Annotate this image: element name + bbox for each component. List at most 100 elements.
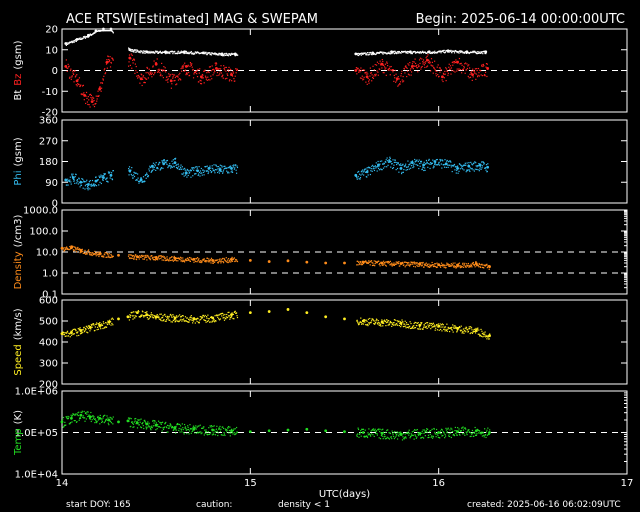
scatter-dot-bt bbox=[209, 52, 211, 54]
scatter-dot-speed bbox=[423, 324, 426, 326]
scatter-dot-phi bbox=[364, 171, 367, 173]
scatter-dot-density bbox=[63, 249, 65, 251]
scatter-dot-temp bbox=[419, 434, 422, 436]
scatter-dot-density bbox=[213, 260, 215, 262]
scatter-dot-phi bbox=[475, 162, 477, 164]
scatter-dot-speed bbox=[96, 329, 98, 331]
scatter-dot-bt bbox=[485, 52, 487, 55]
scatter-dot-speed bbox=[94, 326, 96, 328]
scatter-dot-bz bbox=[69, 69, 72, 72]
scatter-dot-speed bbox=[154, 317, 157, 319]
scatter-dot-speed bbox=[197, 318, 199, 320]
scatter-dot-phi bbox=[456, 166, 458, 168]
scatter-dot-phi bbox=[179, 168, 181, 170]
scatter-dot-phi bbox=[378, 165, 380, 167]
scatter-dot-phi bbox=[415, 163, 417, 166]
scatter-dot-bt bbox=[388, 51, 390, 53]
scatter-dot-temp bbox=[369, 434, 371, 436]
scatter-dot-speed bbox=[398, 320, 400, 322]
scatter-dot-bt bbox=[187, 52, 189, 54]
scatter-dot-bz bbox=[420, 66, 422, 68]
scatter-dot-speed bbox=[457, 327, 459, 329]
scatter-dot-density bbox=[166, 259, 168, 262]
scatter-dot-bt bbox=[84, 37, 86, 39]
scatter-dot-bz bbox=[236, 68, 238, 70]
ytick-label-speed: 600 bbox=[39, 296, 58, 307]
scatter-dot-temp bbox=[392, 435, 395, 438]
scatter-dot-phi bbox=[139, 179, 141, 182]
scatter-dot-temp bbox=[85, 411, 87, 414]
scatter-dot-density bbox=[429, 264, 431, 266]
scatter-dot-speed bbox=[75, 330, 77, 332]
scatter-dot-temp bbox=[143, 427, 145, 430]
scatter-dot-bz bbox=[148, 68, 150, 70]
scatter-dot-bz bbox=[470, 71, 472, 73]
scatter-dot-temp bbox=[218, 428, 221, 430]
scatter-dot-density bbox=[460, 265, 462, 267]
scatter-dot-speed bbox=[365, 319, 367, 321]
scatter-dot-phi bbox=[367, 174, 369, 176]
scatter-dot-speed bbox=[176, 316, 178, 318]
scatter-dot-temp bbox=[81, 410, 83, 412]
scatter-dot-phi bbox=[471, 163, 473, 165]
scatter-dot-speed bbox=[97, 323, 99, 325]
scatter-dot-temp bbox=[370, 435, 372, 437]
scatter-dot-bz bbox=[411, 67, 413, 69]
scatter-dot-bt bbox=[139, 50, 141, 52]
scatter-dot-bz bbox=[439, 67, 441, 69]
scatter-dot-density bbox=[92, 252, 94, 254]
scatter-dot-bz bbox=[482, 65, 484, 68]
scatter-dot-bz bbox=[441, 76, 443, 78]
scatter-dot-bz bbox=[181, 65, 184, 67]
scatter-dot-bt bbox=[409, 51, 411, 54]
scatter-dot-speed bbox=[473, 329, 475, 331]
scatter-dot-temp bbox=[190, 428, 192, 430]
scatter-dot-density bbox=[159, 255, 161, 257]
scatter-dot-bt bbox=[152, 51, 154, 53]
scatter-dot-bz bbox=[180, 79, 182, 81]
scatter-dot-density bbox=[188, 256, 191, 259]
scatter-dot-speed bbox=[405, 325, 407, 327]
scatter-dot-speed bbox=[377, 323, 379, 325]
ytick-label-mag: 10 bbox=[45, 45, 58, 56]
scatter-dot-density bbox=[451, 265, 453, 267]
scatter-dot-temp bbox=[168, 425, 170, 427]
scatter-dot-density bbox=[89, 252, 92, 254]
scatter-dot-temp bbox=[393, 431, 395, 434]
scatter-dot-speed bbox=[105, 326, 108, 328]
scatter-dot-temp bbox=[487, 427, 489, 429]
scatter-dot-phi bbox=[82, 187, 84, 189]
scatter-dot-temp bbox=[62, 426, 64, 428]
scatter-dot-bt bbox=[93, 32, 95, 34]
scatter-dot-bz bbox=[410, 71, 413, 73]
series-bz bbox=[64, 53, 490, 108]
scatter-dot-temp bbox=[153, 422, 155, 424]
scatter-dot-bt bbox=[378, 52, 380, 54]
scatter-dot-temp bbox=[426, 431, 428, 433]
scatter-dot-phi bbox=[377, 160, 379, 163]
scatter-dot-bt bbox=[483, 50, 486, 52]
scatter-dot-speed bbox=[164, 320, 166, 322]
scatter-dot-bz bbox=[112, 58, 114, 60]
scatter-dot-phi bbox=[408, 164, 410, 166]
scatter-dot-temp bbox=[87, 411, 89, 413]
scatter-dot-speed bbox=[466, 327, 468, 329]
scatter-dot-temp bbox=[228, 432, 230, 434]
scatter-dot-phi bbox=[207, 172, 209, 175]
scatter-dot-temp bbox=[372, 434, 374, 436]
scatter-dot-density bbox=[93, 253, 96, 255]
scatter-dot-density bbox=[467, 262, 470, 265]
scatter-dot-phi bbox=[415, 160, 418, 162]
scatter-dot-bt bbox=[227, 53, 229, 55]
scatter-dot-density bbox=[466, 265, 469, 267]
scatter-dot-speed bbox=[159, 318, 161, 320]
scatter-dot-bz bbox=[477, 67, 480, 70]
scatter-dot-bt bbox=[460, 51, 462, 54]
scatter-dot-temp bbox=[383, 431, 385, 433]
scatter-dot-density bbox=[413, 261, 415, 263]
scatter-dot-speed bbox=[452, 324, 454, 326]
scatter-dot-speed bbox=[236, 316, 239, 319]
scatter-dot-bt bbox=[459, 50, 461, 52]
scatter-dot-temp bbox=[431, 428, 433, 430]
scatter-dot-bt bbox=[82, 37, 84, 40]
